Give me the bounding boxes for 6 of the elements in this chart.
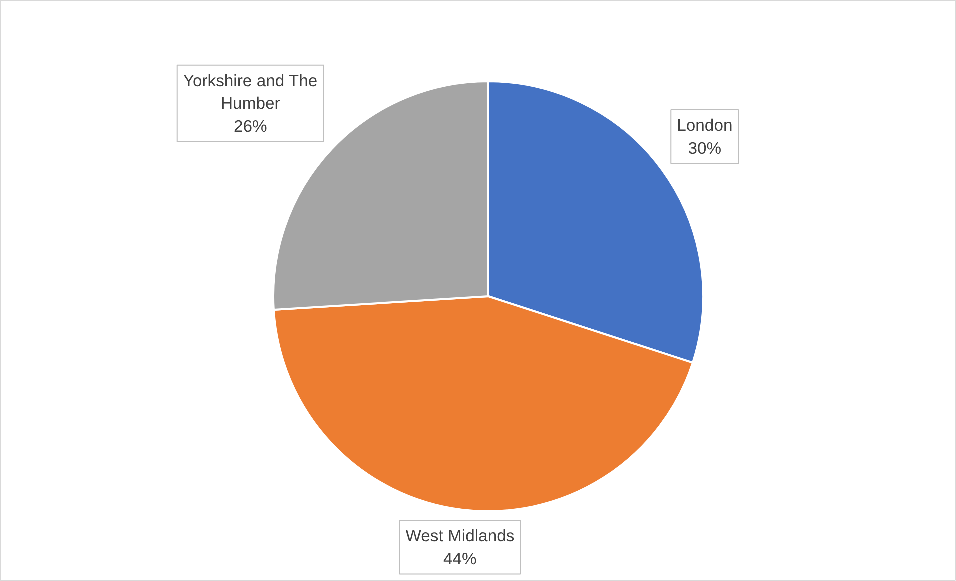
slice-label: West Midlands (406, 526, 515, 546)
slice-label: London (677, 116, 733, 136)
data-label: 30% (688, 138, 722, 158)
slice-label: Yorkshire and The Humber (183, 71, 318, 114)
data-label: 26% (234, 116, 268, 136)
data-label: 44% (444, 549, 478, 568)
